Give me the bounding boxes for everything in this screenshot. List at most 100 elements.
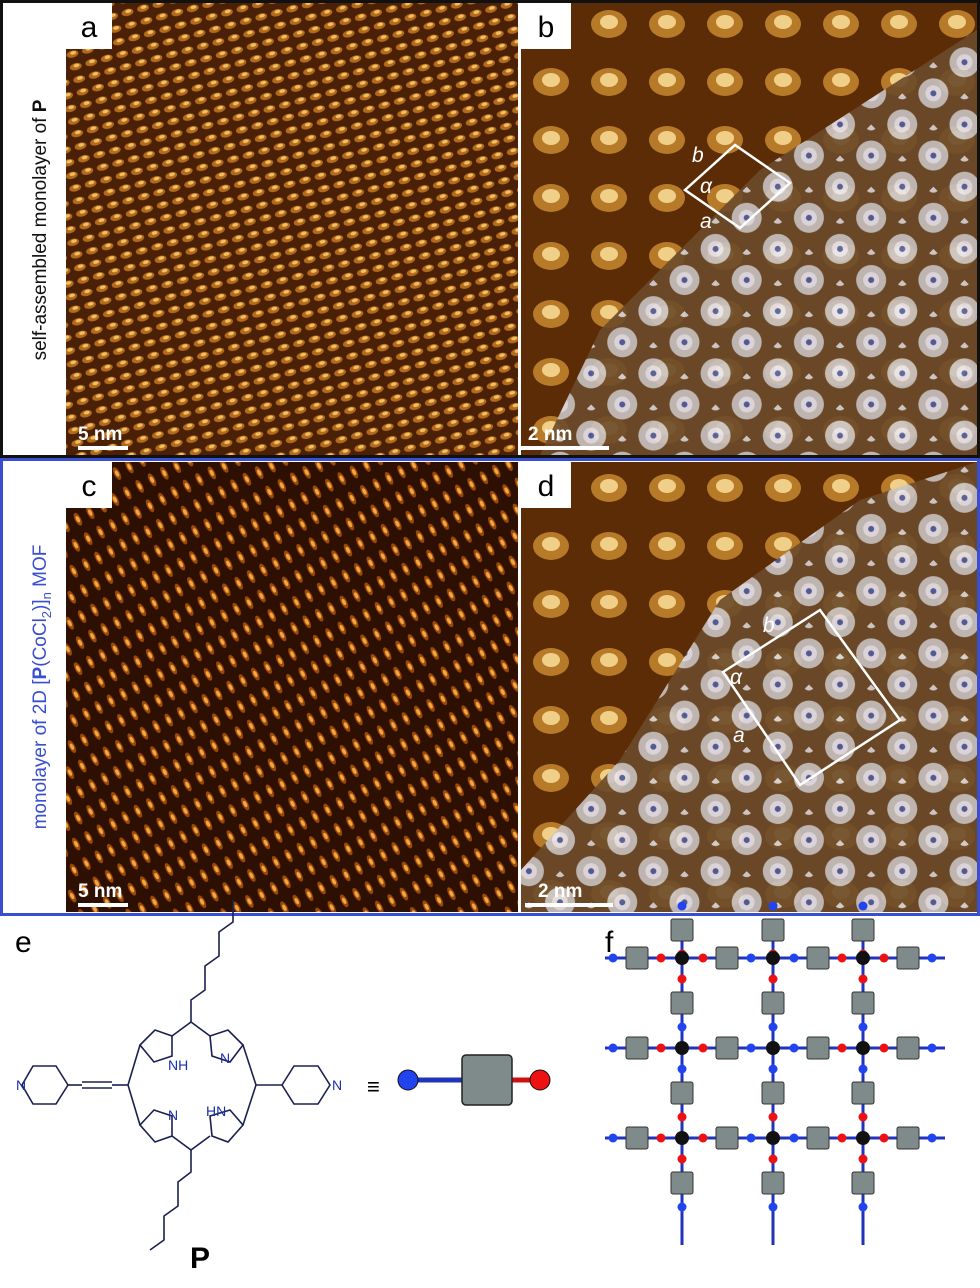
end	[768, 1154, 778, 1164]
end	[837, 1133, 847, 1143]
network-schematic	[605, 901, 945, 1245]
end	[789, 953, 799, 963]
atom-label: N	[16, 1077, 26, 1093]
end	[858, 1112, 868, 1122]
label-box	[66, 462, 112, 508]
end	[608, 1043, 618, 1053]
linker	[851, 1081, 875, 1105]
panel-label: d	[538, 470, 555, 503]
cell-label: a	[700, 210, 712, 233]
molecule-symbol	[397, 1054, 551, 1106]
end	[768, 1112, 778, 1122]
end	[677, 1112, 687, 1122]
end	[746, 1043, 756, 1053]
node	[766, 1131, 780, 1145]
end	[858, 901, 868, 911]
end	[698, 953, 708, 963]
end	[677, 901, 687, 911]
unit-cell	[721, 608, 902, 787]
atom-label: N	[332, 1077, 342, 1093]
end	[656, 1133, 666, 1143]
linker	[851, 1171, 875, 1195]
scale-bar-label: 2 nm	[528, 424, 572, 445]
cell-label: α	[700, 175, 713, 198]
scale-bar	[78, 903, 128, 907]
node	[675, 951, 689, 965]
linker	[851, 918, 875, 942]
molecular-model	[540, 30, 977, 455]
linker	[715, 946, 739, 970]
node	[675, 1041, 689, 1055]
end	[879, 1043, 889, 1053]
scale-bar	[521, 446, 609, 450]
linker	[761, 1081, 785, 1105]
linker	[851, 991, 875, 1015]
atom-label: N	[168, 1107, 178, 1123]
end	[858, 1064, 868, 1074]
side-label: self-assembled monolayer of P	[30, 99, 51, 360]
stm-image	[66, 462, 518, 912]
end	[858, 1154, 868, 1164]
panel-label: f	[605, 926, 614, 959]
atom-label: N	[220, 1050, 230, 1066]
label-box	[521, 462, 571, 508]
frame-top	[0, 0, 980, 458]
end	[768, 1022, 778, 1032]
linker	[896, 1126, 920, 1150]
linker	[761, 918, 785, 942]
equivalence: ≡	[367, 1074, 380, 1099]
end	[656, 953, 666, 963]
frame-bottom	[0, 458, 980, 916]
end	[858, 974, 868, 984]
linker	[761, 1171, 785, 1195]
label-box	[521, 3, 571, 49]
label-box	[66, 3, 112, 49]
end	[677, 974, 687, 984]
molecular-model	[521, 462, 977, 912]
scale-bar-label: 2 nm	[538, 881, 582, 902]
end	[858, 1022, 868, 1032]
end	[608, 953, 618, 963]
end	[746, 1133, 756, 1143]
node	[856, 1131, 870, 1145]
linker	[670, 991, 694, 1015]
end	[746, 953, 756, 963]
linker	[625, 946, 649, 970]
scale-bar-label: 5 nm	[78, 881, 122, 902]
end	[677, 1202, 687, 1212]
structure-drawing	[21, 900, 331, 1251]
cell-label: a	[733, 724, 745, 747]
linker	[670, 918, 694, 942]
linker	[670, 1081, 694, 1105]
end	[768, 1202, 778, 1212]
end	[677, 1154, 687, 1164]
compound-name: P	[190, 1242, 210, 1275]
end	[879, 1133, 889, 1143]
end	[768, 974, 778, 984]
atom-label: HN	[206, 1103, 226, 1119]
scale-bar	[525, 903, 613, 907]
stm-image	[66, 3, 518, 455]
cell-label: b	[763, 614, 775, 637]
panel-label: e	[15, 926, 32, 959]
cell-label: b	[692, 144, 704, 167]
linker	[715, 1126, 739, 1150]
end	[858, 1202, 868, 1212]
end	[927, 1133, 937, 1143]
linker	[896, 946, 920, 970]
linker	[896, 1036, 920, 1060]
node	[766, 951, 780, 965]
end	[837, 1043, 847, 1053]
end	[698, 1043, 708, 1053]
node	[675, 1131, 689, 1145]
linker	[761, 991, 785, 1015]
end	[789, 1133, 799, 1143]
linker	[806, 1036, 830, 1060]
panel-label: b	[538, 11, 555, 44]
cell-label: α	[730, 666, 743, 689]
atom-label: NH	[168, 1057, 188, 1073]
unit-cell	[682, 143, 793, 230]
side-label: monolayer of 2D [P(CoCl2)]n MOF	[30, 545, 54, 830]
linker	[806, 946, 830, 970]
